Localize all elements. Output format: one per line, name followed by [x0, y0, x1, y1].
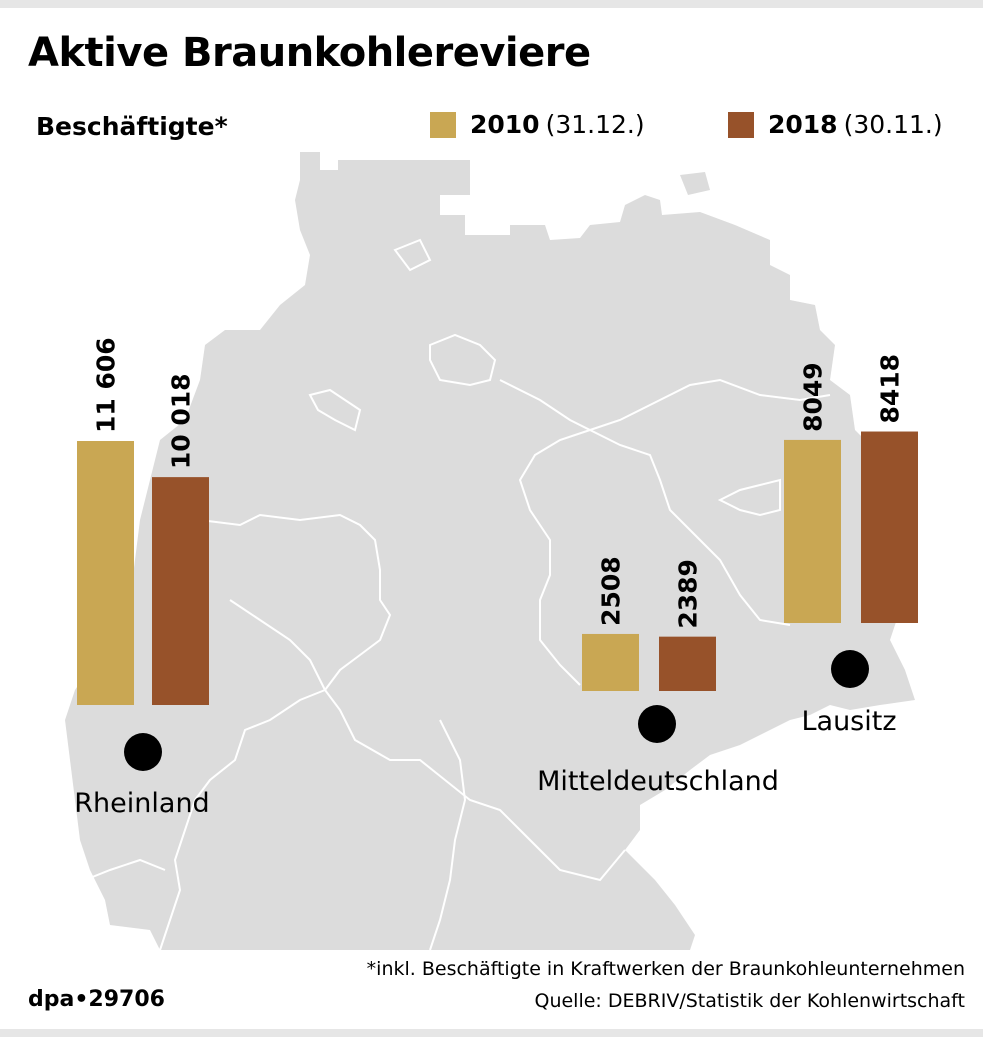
legend-item-2018: 2018 (30.11.) [728, 110, 943, 139]
map-island-small [325, 205, 345, 222]
map-island-east [680, 172, 710, 195]
source-line: Quelle: DEBRIV/Statistik der Kohlenwirts… [534, 990, 965, 1012]
bar-rheinland-2010 [77, 441, 134, 705]
region-label-mitteldeutschland: Mitteldeutschland [537, 766, 779, 797]
state-borders [84, 238, 831, 951]
bottom-rule [0, 1029, 983, 1037]
bars-layer: 11 606 10 018 2508 2389 8049 8418 [77, 337, 918, 705]
bar-mitteldeutschland-2010 [582, 633, 639, 691]
region-label-lausitz: Lausitz [801, 706, 896, 737]
map-country-shape [65, 152, 915, 950]
legend-date-2010: (31.12.) [545, 110, 645, 139]
value-label-rheinland-2010: 11 606 [92, 337, 121, 433]
region-marker-mitteldeutschland [638, 705, 676, 743]
bar-mitteldeutschland-2018 [659, 636, 716, 691]
value-label-mitteldeutschland-2018: 2389 [674, 559, 703, 629]
footnote: *inkl. Beschäftigte in Kraftwerken der B… [366, 958, 965, 980]
markers-layer: Rheinland Mitteldeutschland Lausitz [74, 650, 897, 819]
top-rule [0, 0, 983, 8]
legend-year-2018: 2018 [768, 110, 838, 139]
value-label-lausitz-2018: 8418 [876, 354, 905, 424]
legend-swatch-2018 [728, 111, 754, 138]
value-label-mitteldeutschland-2010: 2508 [597, 556, 626, 626]
legend-swatch-2010 [430, 111, 456, 138]
germany-map [65, 152, 915, 951]
region-marker-lausitz [831, 650, 869, 688]
value-label-lausitz-2010: 8049 [799, 362, 828, 432]
bar-lausitz-2018 [861, 431, 918, 623]
legend-year-2010: 2010 [470, 110, 540, 139]
legend-date-2018: (30.11.) [843, 110, 943, 139]
bar-rheinland-2018 [152, 477, 209, 705]
chart-subtitle: Beschäftigte* [36, 112, 228, 141]
region-marker-rheinland [124, 733, 162, 771]
bar-lausitz-2010 [784, 439, 841, 623]
legend-item-2010: 2010 (31.12.) [430, 110, 645, 139]
page-title: Aktive Braunkohlereviere [28, 30, 591, 76]
region-label-rheinland: Rheinland [74, 788, 209, 819]
value-label-rheinland-2018: 10 018 [167, 373, 196, 469]
dpa-credit: dpa•29706 [28, 987, 165, 1012]
